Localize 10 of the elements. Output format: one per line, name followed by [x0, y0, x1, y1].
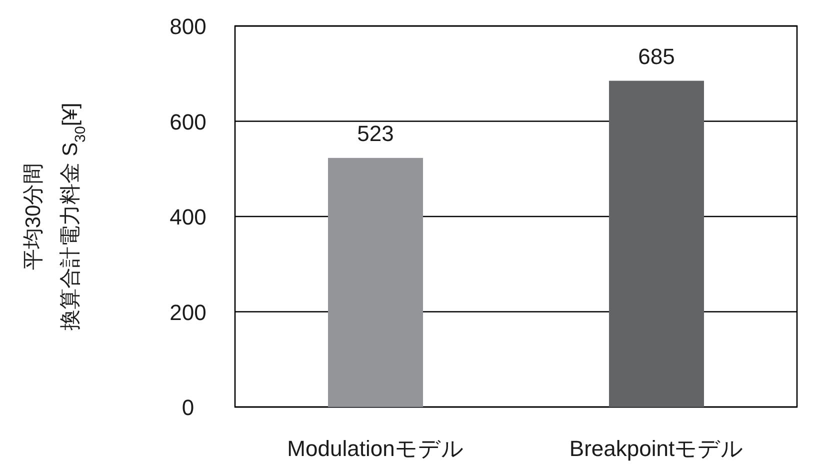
data-label: 523	[357, 120, 394, 146]
x-tick-label: Modulationモデル	[287, 436, 464, 461]
y-tick-label: 600	[170, 109, 206, 134]
y-tick-label: 800	[170, 14, 206, 39]
text: 平均30分間	[22, 162, 45, 270]
y-tick-label: 200	[170, 300, 206, 325]
y-tick-label: 400	[170, 204, 206, 230]
data-label: 685	[638, 44, 675, 69]
x-tick-label: Breakpointモデル	[569, 436, 744, 461]
y-tick-label: 0	[182, 395, 194, 420]
